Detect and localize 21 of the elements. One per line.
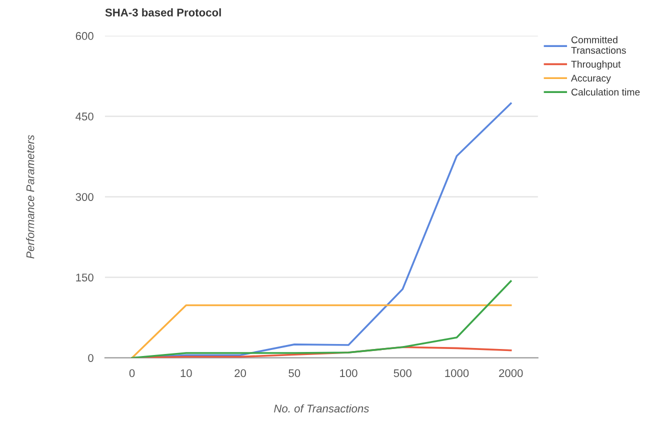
legend-label: Throughput (571, 60, 621, 70)
x-tick-label: 20 (234, 369, 246, 378)
x-tick-label: 500 (394, 369, 412, 378)
line-series (131, 280, 512, 358)
x-tick-label: 2000 (499, 369, 523, 378)
x-tick-label: 1000 (445, 369, 469, 378)
y-tick-label: 300 (76, 193, 94, 201)
legend-label: Accuracy (570, 74, 611, 84)
y-tick-label: 600 (76, 32, 94, 40)
y-tick-label: 450 (76, 112, 94, 120)
legend-label: Calculation time (571, 88, 640, 96)
x-tick-label: 50 (288, 369, 300, 378)
y-tick-label: 150 (76, 274, 94, 282)
y-axis-title: Performance Parameters (26, 134, 34, 259)
y-tick-label: 0 (88, 354, 94, 362)
x-tick-label: 10 (180, 369, 192, 378)
x-tick-label: 100 (340, 369, 358, 378)
x-tick-label: 0 (129, 369, 135, 378)
legend-label: Committed Transactions (571, 36, 626, 54)
chart-title: SHA-3 based Protocol (105, 8, 221, 16)
x-axis-title: No. of Transactions (274, 404, 369, 412)
